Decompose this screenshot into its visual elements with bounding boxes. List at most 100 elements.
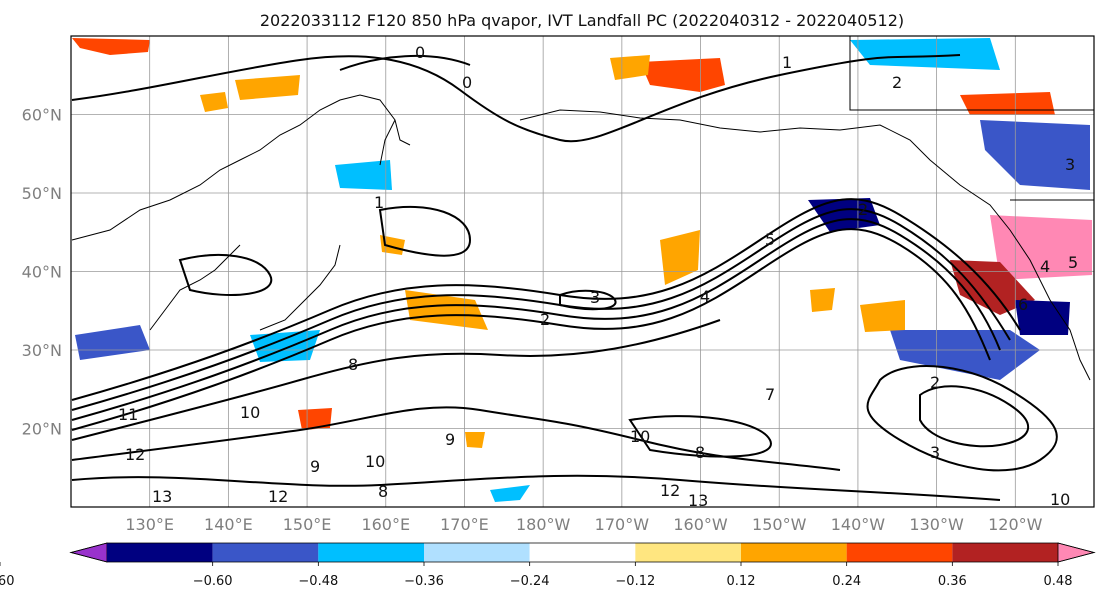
contour-label: 9	[310, 457, 320, 476]
shade-blue-ne	[850, 38, 1000, 70]
colorbar-segment	[635, 543, 741, 562]
contour-g	[71, 474, 1001, 501]
lon-label: 150°W	[752, 515, 807, 534]
lon-label: 160°W	[673, 515, 728, 534]
colorbar-ticks: −0.60 −0.48 −0.36 −0.24 −0.12 0.12 0.24 …	[0, 574, 1072, 589]
colorbar-segments	[0, 542, 1096, 566]
shade-red-north	[640, 58, 725, 92]
contour-e	[71, 319, 721, 441]
colorbar-tick-label: 0.24	[832, 574, 861, 589]
colorbar-extend-high	[1057, 542, 1096, 563]
contour-d	[71, 228, 991, 431]
shade-orange-pacific	[405, 290, 488, 330]
colorbar-segment	[846, 543, 953, 562]
longitude-labels: 130°E 140°E 150°E 160°E 170°E 180°W 170°…	[125, 515, 1042, 534]
latitude-labels: 60°N 50°N 40°N 30°N 20°N	[22, 106, 62, 439]
colorbar-segment	[212, 543, 319, 562]
colorbar-tick-label: −0.48	[298, 574, 338, 589]
lon-label: 150°E	[283, 515, 332, 534]
lon-label: 180°W	[516, 515, 571, 534]
map-title: 2022033112 F120 850 hPa qvapor, IVT Land…	[260, 11, 904, 30]
contour-i	[919, 385, 1030, 448]
contour-label: 5	[765, 230, 775, 249]
contour-label: 10	[365, 452, 385, 471]
shade-orange-east-2	[810, 288, 835, 312]
shade-red-west	[298, 408, 332, 430]
colorbar-extend-low	[69, 542, 108, 563]
colorbar: −0.60 −0.48 −0.36 −0.24 −0.12 0.12 0.24 …	[0, 542, 1096, 589]
lat-label: 30°N	[22, 341, 62, 360]
colorbar-segment	[107, 543, 213, 562]
colorbar-segment	[424, 543, 530, 562]
shade-blue-coast	[980, 120, 1090, 190]
shade-blue-china	[75, 325, 150, 360]
contour-a	[71, 218, 1001, 421]
contour-label: 10	[630, 427, 650, 446]
colorbar-tick-label: 0.48	[1044, 574, 1073, 589]
contour-label: 10	[240, 403, 260, 422]
contour-label: 12	[660, 481, 680, 500]
lat-label: 20°N	[22, 420, 62, 439]
shade-orange-2	[235, 75, 300, 100]
lon-label: 120°W	[988, 515, 1043, 534]
contour-label: 12	[125, 445, 145, 464]
lon-label: 130°E	[125, 515, 174, 534]
shade-red-ne	[960, 92, 1055, 115]
contour-label: 8	[348, 355, 358, 374]
colorbar-frame	[69, 542, 1096, 563]
colorbar-tick-label: −0.12	[615, 574, 655, 589]
contour-label: 7	[765, 385, 775, 404]
colorbar-tick-label: −0.24	[510, 574, 550, 589]
colorbar-tick-label: 0.60	[0, 574, 14, 589]
lat-label: 50°N	[22, 184, 62, 203]
colorbar-segment	[529, 543, 636, 562]
contour-label: 4	[700, 287, 710, 306]
shade-blue-japan	[250, 330, 320, 362]
contour-label: 3	[1065, 155, 1075, 174]
contours	[71, 54, 1058, 501]
lon-label: 170°E	[440, 515, 489, 534]
contour-label: 0	[462, 73, 472, 92]
contour-label: 9	[445, 430, 455, 449]
contour-label: 2	[892, 73, 902, 92]
coast-asia	[71, 94, 411, 241]
contour-labels: 0 0 1 2 1 2 3 4 5 3 2 4 5 6 2 7 8 9 10 1…	[118, 43, 1078, 510]
contour-label: 3	[590, 288, 600, 307]
contour-label: 2	[540, 310, 550, 329]
shade-orange-south	[465, 432, 485, 448]
colorbar-tick-label: 0.36	[938, 574, 967, 589]
contour-k	[178, 254, 273, 296]
shade-orange-small	[380, 235, 405, 255]
contour-label: 2	[858, 200, 868, 219]
lon-label: 140°E	[204, 515, 253, 534]
contour-l	[378, 205, 472, 257]
shade-blue-kamchatka	[335, 160, 392, 190]
lon-label: 160°E	[361, 515, 410, 534]
contour-c	[71, 198, 1021, 401]
lon-label: 170°W	[595, 515, 650, 534]
contour-label: 1	[782, 53, 792, 72]
shade-orange-east	[860, 300, 905, 332]
contour-label: 8	[378, 482, 388, 501]
coast-japan	[259, 244, 341, 331]
shade-orange-3	[610, 55, 650, 80]
shade-orange-1	[200, 92, 228, 112]
contour-label: 13	[152, 487, 172, 506]
contour-label: 13	[688, 491, 708, 510]
contour-m	[628, 415, 772, 458]
contour-label: 11	[118, 405, 138, 424]
colorbar-segment	[952, 543, 1058, 562]
contour-label: 4	[1040, 257, 1050, 276]
contour-h	[866, 365, 1058, 472]
lon-label: 140°W	[831, 515, 886, 534]
shade-blue-south	[490, 485, 530, 502]
colorbar-tick-label: −0.36	[404, 574, 444, 589]
contour-label: 6	[1018, 295, 1028, 314]
contour-label: 8	[695, 443, 705, 462]
map-frame	[70, 35, 1095, 508]
contour-label: 5	[1068, 253, 1078, 272]
colorbar-segment	[318, 543, 424, 562]
contour-j	[559, 289, 617, 311]
contour-label: 1	[374, 193, 384, 212]
lat-label: 60°N	[22, 106, 62, 125]
